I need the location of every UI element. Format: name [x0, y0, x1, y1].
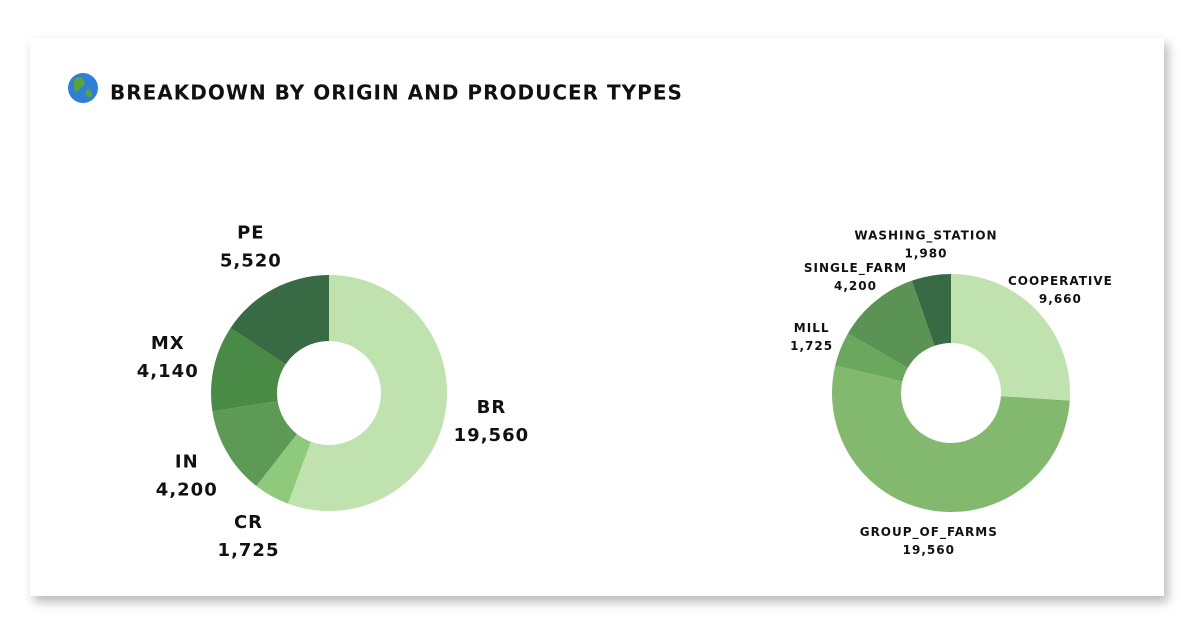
slice: [211, 327, 286, 412]
slice: [230, 275, 329, 365]
slice: [212, 401, 297, 486]
slice: [848, 280, 935, 368]
slice-value: 4,200: [834, 279, 877, 293]
slice-label: SINGLE_FARM: [804, 261, 907, 276]
slice-value: 1,725: [218, 540, 280, 561]
slice-label: WASHING_STATION: [854, 229, 997, 244]
slice: [287, 275, 447, 511]
page-title: BREAKDOWN BY ORIGIN AND PRODUCER TYPES: [110, 81, 683, 105]
slice: [832, 365, 1070, 512]
slice-label: PE: [237, 223, 265, 244]
slice-value: 1,980: [905, 247, 948, 261]
slice: [911, 274, 951, 346]
slice-label: GROUP_OF_FARMS: [860, 525, 998, 540]
slice: [951, 274, 1070, 401]
slice: [835, 333, 908, 382]
slice-value: 4,140: [137, 361, 199, 382]
slice-label: MX: [151, 333, 185, 354]
slice: [256, 433, 311, 504]
slice-label: IN: [175, 452, 199, 473]
slice-value: 19,560: [903, 543, 955, 557]
slice-label: COOPERATIVE: [1008, 274, 1113, 288]
slice-label: BR: [477, 397, 507, 418]
slice-label: MILL: [794, 321, 830, 335]
slice-value: 19,560: [454, 425, 529, 446]
globe-icon: [68, 73, 98, 103]
slice-value: 4,200: [156, 480, 218, 501]
slice-label: CR: [234, 512, 263, 533]
slice-value: 9,660: [1039, 292, 1082, 306]
slice-value: 5,520: [220, 251, 282, 272]
slice-value: 1,725: [790, 339, 833, 353]
